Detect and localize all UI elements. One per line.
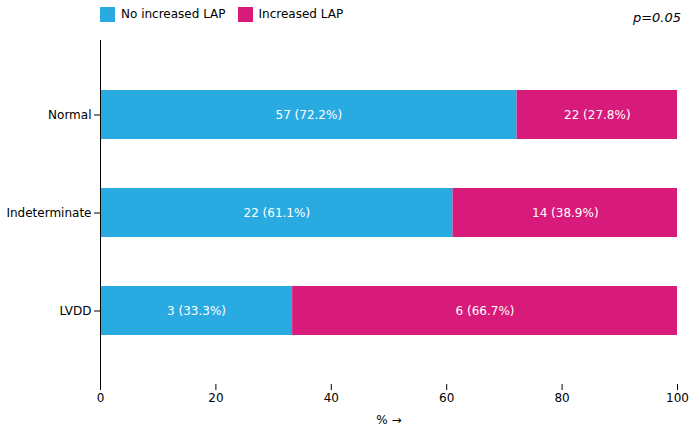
html-text:No increased LAP: No increased LAP — [121, 7, 226, 21]
svg-text:Indeterminate: Indeterminate — [6, 206, 91, 220]
svg-text:60: 60 — [439, 391, 454, 405]
svg-text:100: 100 — [666, 391, 689, 405]
svg-text:80: 80 — [554, 391, 569, 405]
svg-text:6 (66.7%): 6 (66.7%) — [456, 304, 515, 318]
svg-text:3 (33.3%): 3 (33.3%) — [167, 304, 226, 318]
svg-text:20: 20 — [208, 391, 223, 405]
svg-text:14 (38.9%): 14 (38.9%) — [532, 206, 599, 220]
svg-text:40: 40 — [324, 391, 339, 405]
svg-text:% →: % → — [376, 413, 401, 427]
svg-text:0: 0 — [97, 391, 105, 405]
html-text:Increased LAP: Increased LAP — [258, 7, 344, 21]
svg-text:LVDD: LVDD — [59, 304, 91, 318]
svg-text:57 (72.2%): 57 (72.2%) — [276, 108, 343, 122]
svg-text:22 (61.1%): 22 (61.1%) — [243, 206, 310, 220]
svg-text:Normal: Normal — [48, 108, 91, 122]
html-text:p=0.05: p=0.05 — [632, 9, 681, 25]
svg-text:22 (27.8%): 22 (27.8%) — [564, 108, 631, 122]
